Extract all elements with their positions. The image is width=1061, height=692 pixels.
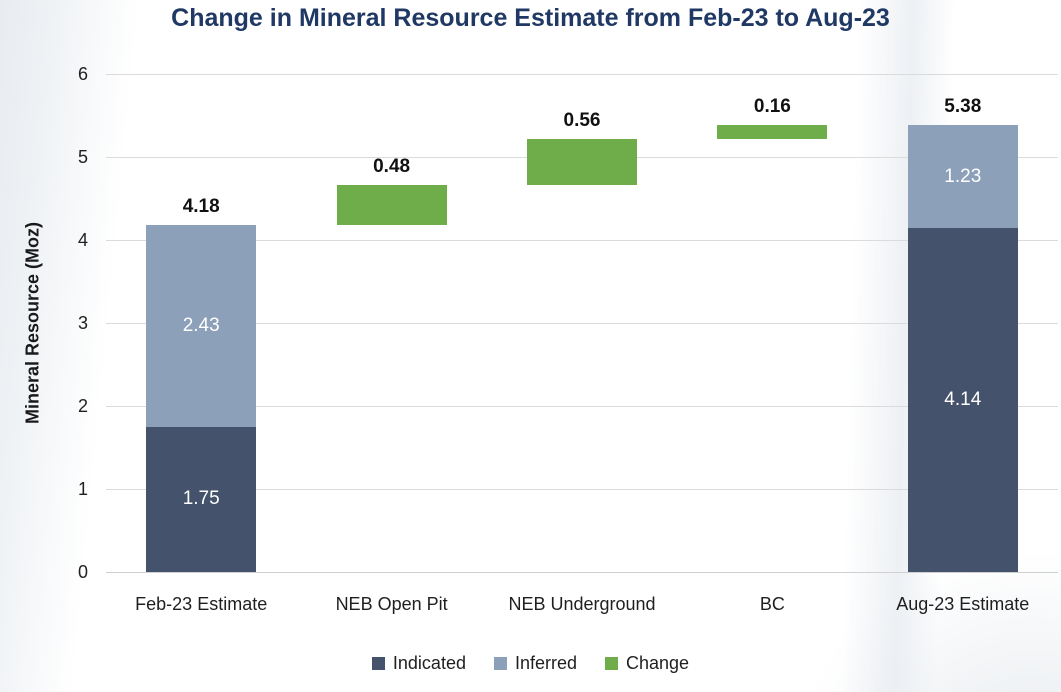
y-tick-label: 5 [77,147,88,167]
y-tick-label: 2 [77,396,88,416]
bar-segment-inferred: 1.23 [907,125,1018,229]
bar-segment-change [717,125,828,139]
bar-total-label: 0.16 [753,96,791,118]
legend: Indicated Inferred Change [0,650,1061,676]
x-axis-category-label: Feb-23 Estimate [135,594,268,614]
legend-label: Indicated [392,652,466,673]
x-axis-line [106,571,1058,573]
bar-total-label: 4.18 [182,196,220,218]
gridline [106,73,1058,75]
legend-item-change: Change [605,653,689,674]
legend-swatch-change [605,656,619,670]
legend-swatch-inferred [493,656,507,670]
bar-value-label: 4.14 [944,389,982,411]
bar-segment-indicated: 4.14 [907,228,1018,572]
bar-segment-change [336,185,447,226]
y-tick-label: 4 [77,230,88,250]
x-axis-category-label: NEB Underground [508,594,656,614]
y-tick-label: 3 [77,313,88,333]
legend-item-indicated: Indicated [371,652,466,674]
legend-item-inferred: Inferred [493,652,578,674]
gridline [106,239,1058,241]
bar-total-label: 0.48 [373,156,411,178]
y-tick-label: 1 [77,479,88,499]
bar-value-label: 1.23 [944,165,982,187]
y-tick-label: 0 [77,562,88,582]
x-axis-category-label: NEB Open Pit [335,594,448,614]
bar-total-label: 5.38 [944,96,982,118]
bar-segment-indicated: 1.75 [146,426,257,572]
bar-value-label: 1.75 [182,488,220,510]
bar-total-label: 0.56 [563,109,601,131]
bar-value-label: 2.43 [182,314,220,336]
gridline [106,488,1058,490]
x-axis-category-label: BC [759,594,785,614]
bar-segment-inferred: 2.43 [146,225,257,427]
gridline [106,405,1058,407]
legend-label: Change [626,652,690,673]
x-axis-category-label: Aug-23 Estimate [896,594,1030,614]
legend-label: Inferred [514,652,578,673]
chart-title: Change in Mineral Resource Estimate from… [171,4,890,32]
gridline [106,322,1058,324]
y-tick-label: 6 [77,64,88,84]
legend-swatch-indicated [371,656,385,670]
bar-segment-change [527,138,637,186]
